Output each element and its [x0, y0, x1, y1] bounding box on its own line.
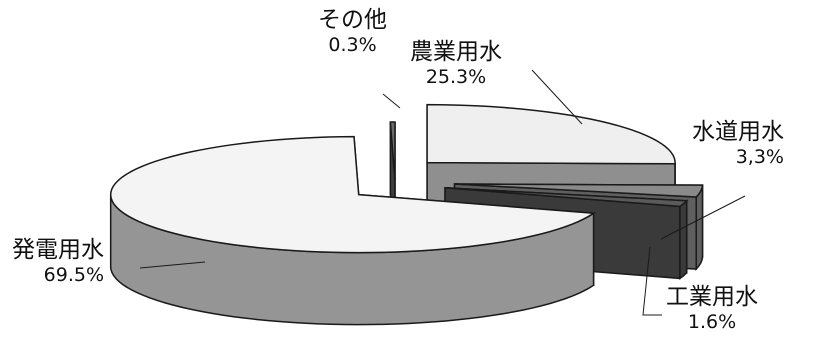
label-hatsuden-value: 69.5%	[43, 264, 104, 287]
label-kogyo: 工業用水 1.6%	[666, 283, 758, 334]
leader-line-1	[531, 69, 583, 125]
slice-side-2-0	[679, 199, 688, 280]
label-sonota: その他 0.3%	[318, 6, 387, 57]
label-hatsuden: 発電用水 69.5%	[12, 236, 104, 287]
label-kogyo-name: 工業用水	[666, 284, 758, 310]
label-hatsuden-name: 発電用水	[12, 237, 104, 263]
slice-side-1-0	[695, 184, 704, 272]
slice-top-0	[426, 103, 676, 165]
leader-line-2	[660, 195, 746, 240]
label-suido: 水道用水 3,3%	[692, 118, 784, 169]
label-nogyo: 農業用水 25.3%	[410, 38, 502, 89]
label-sonota-name: その他	[318, 7, 387, 33]
slice-top-4	[389, 121, 396, 181]
label-suido-value: 3,3%	[735, 146, 784, 169]
label-sonota-value: 0.3%	[328, 34, 377, 57]
label-suido-name: 水道用水	[692, 119, 784, 145]
leader-line-3	[642, 246, 662, 316]
slice-top-2	[444, 187, 689, 208]
leader-lines	[139, 69, 746, 316]
pie-tops	[109, 103, 704, 254]
label-kogyo-value: 1.6%	[687, 311, 737, 334]
slice-top-1	[454, 183, 704, 198]
slice-top-3	[109, 135, 596, 254]
leader-line-4	[139, 261, 206, 269]
leader-line-0	[382, 93, 401, 109]
label-nogyo-name: 農業用水	[410, 39, 502, 65]
label-nogyo-value: 25.3%	[425, 66, 487, 89]
